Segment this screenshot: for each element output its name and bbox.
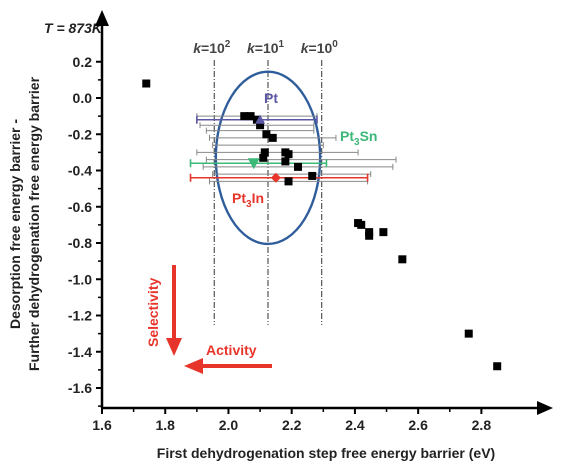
data-point-12	[294, 162, 303, 171]
y-axis-label: Desorption free energy barrier - Further…	[7, 76, 42, 371]
activity-arrow-head	[184, 358, 203, 374]
axes	[95, 10, 553, 415]
label-pt3in: Pt3In	[232, 190, 264, 210]
data-point-11	[281, 157, 290, 166]
y-tick-label-6: -1.0	[68, 271, 92, 287]
chart-title: T = 873K	[44, 20, 103, 36]
data-point-pt3sn	[247, 158, 260, 170]
y-tick-label-7: -1.2	[68, 308, 92, 324]
y-axis-label-line1: Desorption free energy barrier -	[7, 119, 23, 329]
activity-label: Activity	[206, 342, 257, 358]
data-point-3	[252, 115, 261, 124]
data-point-16	[357, 220, 366, 229]
y-tick-label-0: 0.2	[73, 54, 93, 70]
data-point-18	[365, 231, 374, 240]
y-axis-arrow	[95, 10, 109, 26]
data-point-0	[142, 79, 151, 88]
x-tick-label-5: 2.6	[408, 417, 428, 433]
y-tick-label-4: -0.6	[68, 199, 92, 215]
highlight-ellipse	[214, 70, 322, 246]
rate-constant-lines: k=102 k=101 k=100	[193, 39, 338, 325]
label-pt3sn: Pt3Sn	[340, 128, 377, 148]
data-point-6	[268, 133, 277, 142]
rate-label-1: k=101	[247, 39, 285, 56]
selectivity-ellipse	[214, 70, 322, 246]
data-point-8	[259, 153, 268, 162]
y-tick-label-9: -1.6	[68, 380, 92, 396]
annotations: Pt Pt3Sn Pt3In Selectivity Activity	[145, 90, 377, 374]
y-tick-label-2: -0.2	[68, 126, 92, 142]
data-point-pt3in	[270, 172, 281, 183]
data-point-4	[256, 121, 265, 130]
data-point-14	[284, 177, 293, 186]
x-tick-label-6: 2.8	[472, 417, 492, 433]
x-tick-label-3: 2.2	[282, 417, 302, 433]
tick-labels: 1.6 1.8 2.0 2.2 2.4 2.6 2.8 0.2 0.0 -0.2 -0.4 -0.6 -…	[68, 54, 491, 433]
data-point-5	[262, 130, 271, 139]
x-axis-label: First dehydrogenation step free energy b…	[157, 445, 495, 461]
x-tick-label-1: 1.8	[155, 417, 175, 433]
label-pt: Pt	[264, 90, 278, 106]
data-point-10	[284, 150, 293, 159]
data-point-13	[308, 171, 317, 180]
y-tick-label-8: -1.4	[68, 344, 92, 360]
x-axis-arrow	[537, 401, 553, 415]
data-point-22	[493, 362, 502, 371]
x-tick-label-2: 2.0	[219, 417, 239, 433]
data-point-7	[260, 148, 269, 157]
data-point-21	[464, 329, 473, 338]
y-tick-label-5: -0.8	[68, 235, 92, 251]
rate-label-0: k=102	[193, 39, 231, 56]
data-point-2	[246, 112, 255, 121]
data-point-1	[240, 112, 249, 121]
error-bars	[189, 113, 397, 185]
data-point-19	[379, 228, 388, 237]
y-tick-label-1: 0.0	[73, 90, 93, 106]
selectivity-arrow-head	[166, 338, 182, 356]
x-tick-label-0: 1.6	[92, 417, 112, 433]
data-points	[142, 79, 502, 371]
data-point-20	[398, 255, 407, 264]
rate-label-2: k=100	[301, 39, 339, 56]
y-tick-label-3: -0.4	[68, 163, 92, 179]
x-tick-label-4: 2.4	[345, 417, 365, 433]
y-axis-label-line2: Further dehydrogenation free energy barr…	[26, 76, 42, 371]
selectivity-label: Selectivity	[145, 278, 161, 347]
data-point-pt	[255, 114, 266, 124]
